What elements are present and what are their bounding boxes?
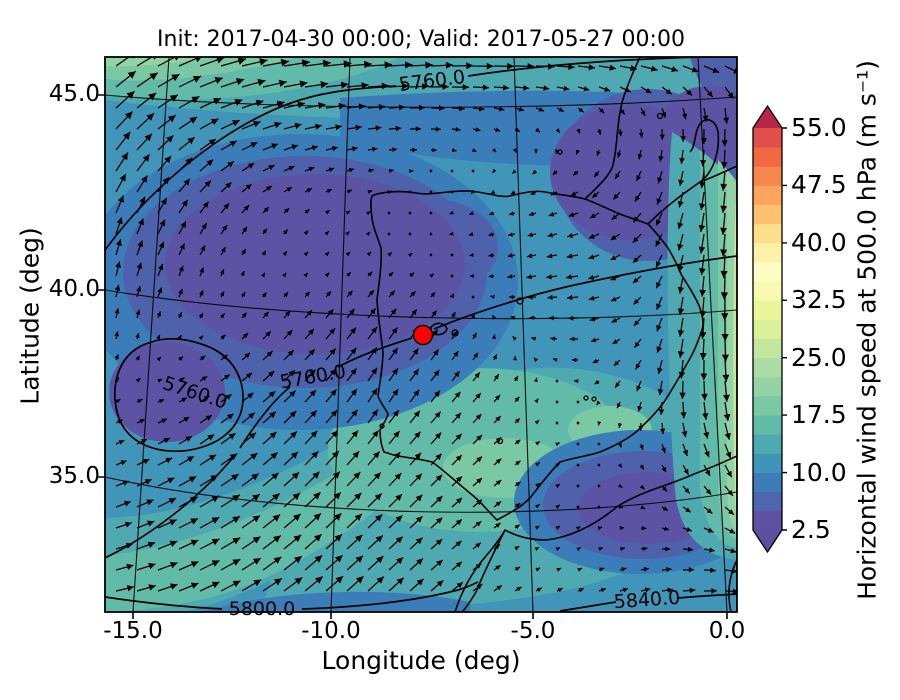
colorbar-tick-label: 25.0 — [791, 342, 847, 372]
colorbar-tick-label: 2.5 — [791, 515, 831, 544]
colorbar-tick-label: 40.0 — [791, 227, 847, 257]
colorbar-ticks — [782, 127, 787, 531]
location-marker — [412, 324, 434, 346]
x-tick-label: -5.0 — [510, 618, 556, 644]
colorbar-tick-label: 55.0 — [791, 113, 847, 142]
colorbar-over-arrow — [753, 106, 782, 128]
x-axis-label: Longitude (deg) — [321, 646, 521, 675]
colorbar-tick-label: 17.5 — [791, 400, 847, 430]
colorbar-under-arrow — [753, 530, 782, 552]
contour-label: 5800.0 — [228, 598, 296, 620]
x-tick-label: -10.0 — [301, 618, 361, 644]
colorbar — [752, 104, 787, 554]
axis-ticks — [98, 94, 728, 619]
coastlines — [370, 57, 737, 612]
plot-border — [104, 56, 738, 613]
x-tick-label: 0.0 — [708, 618, 746, 644]
y-tick-label: 40.0 — [48, 276, 100, 302]
colorbar-tick-label: 10.0 — [791, 457, 847, 487]
y-axis-label: Latitude (deg) — [15, 227, 45, 405]
x-tick-label: -15.0 — [103, 618, 163, 644]
wind-speed-field — [105, 57, 737, 612]
y-tick-label: 45.0 — [48, 81, 100, 107]
map-area — [105, 57, 737, 612]
plot-title: Init: 2017-04-30 00:00; Valid: 2017-05-2… — [157, 27, 685, 52]
contour-label: 5840.0 — [613, 586, 681, 614]
y-tick-label: 35.0 — [48, 463, 100, 489]
colorbar-tick-label: 32.5 — [791, 285, 847, 315]
geopotential-contours — [105, 57, 737, 612]
colorbar-label: Horizontal wind speed at 500.0 hPa (m s⁻… — [852, 60, 882, 600]
colorbar-tick-label: 47.5 — [791, 170, 847, 200]
